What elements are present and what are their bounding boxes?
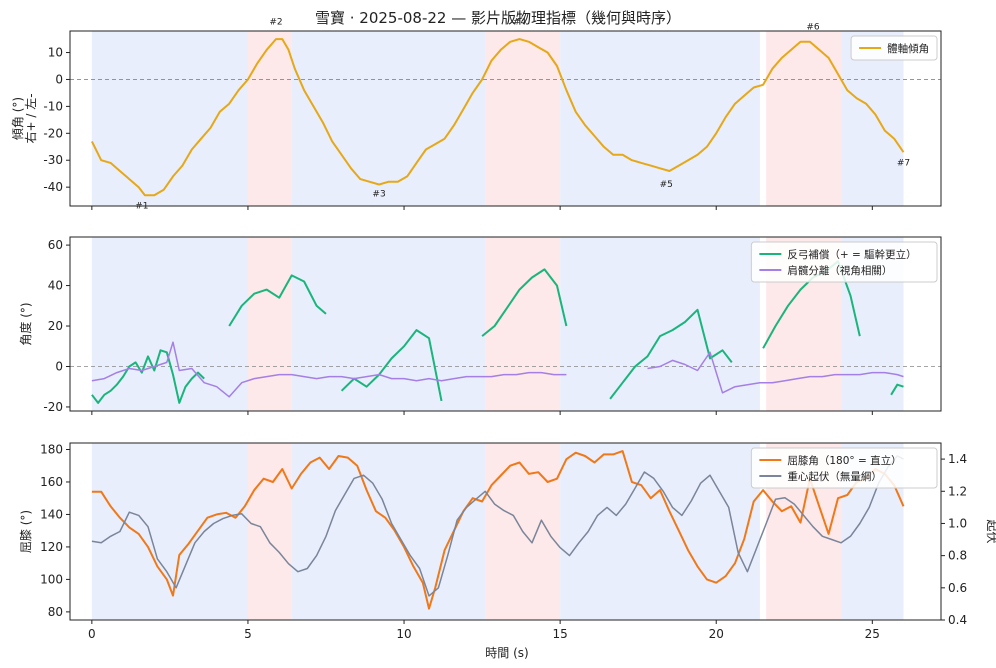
peak-annotation: #7 (897, 159, 910, 169)
y-tick-label: 80 (48, 605, 63, 619)
y-tick-label: 20 (48, 319, 63, 333)
series-line (91, 450, 905, 610)
y-right-tick-label: 0.4 (948, 613, 967, 627)
peak-annotation: #3 (372, 190, 385, 200)
panel-tilt: 10 0 -10 -20 -30 -40 傾角 (°) 右+ / 左- #1 #2 #3 #4 #5 #6… (11, 17, 942, 212)
phase-span-blue (291, 443, 486, 620)
peak-annotation: #2 (269, 17, 282, 27)
y-axis-label: 右+ / 左- (23, 93, 38, 143)
phase-span-red (485, 237, 561, 411)
y-tick-label: 0 (55, 359, 63, 373)
chart-title: 雪寶 · 2025-08-22 — 影片版物理指標（幾何與時序） (315, 9, 681, 27)
phase-span-red (766, 31, 842, 206)
legend-entry: 反弓補償（+ = 驅幹更立） (787, 248, 916, 261)
panel-angles: 60 40 20 0 -20 角度 (°) 反弓補償（+ = 驅幹更立） 肩髖分離（視角相關） (18, 236, 942, 415)
axes-frame (69, 30, 942, 207)
y-right-tick-label: 1.0 (948, 516, 967, 530)
y-tick-label: 120 (40, 540, 63, 554)
phase-span-red (247, 443, 292, 620)
y-tick-label: 10 (48, 46, 63, 60)
legend-box (750, 241, 938, 283)
axes-frame (69, 442, 942, 621)
y-axis-label: 屈膝 (°) (19, 510, 33, 553)
legend-entry: 體軸傾角 (887, 42, 929, 55)
phase-span-blue (560, 443, 760, 620)
y-tick-label: -30 (43, 153, 63, 167)
legend-entry: 屈膝角（180° = 直立） (787, 454, 901, 467)
phase-span-red (247, 237, 292, 411)
x-axis-label: 時間 (s) (485, 646, 528, 660)
y-tick-label: 0 (55, 72, 63, 86)
x-tick-label: 0 (88, 627, 96, 641)
peak-annotation: #5 (660, 180, 673, 190)
y-right-tick-label: 0.8 (948, 549, 967, 563)
series-line (609, 308, 733, 400)
series-line (647, 351, 904, 394)
legend: 體軸傾角 (850, 35, 938, 61)
legend: 屈膝角（180° = 直立） 重心起伏（無量綱） (750, 447, 938, 489)
y-tick-label: -10 (43, 99, 63, 113)
y-axis-label: 傾角 (°) (11, 97, 25, 140)
x-tick-label: 25 (865, 627, 880, 641)
series-line (890, 383, 904, 396)
y-right-axis-label: 起伏 (985, 519, 996, 543)
phase-span-blue (291, 31, 486, 206)
axes-frame (69, 236, 942, 412)
phase-span-red (247, 31, 292, 206)
x-tick-label: 15 (552, 627, 567, 641)
panel-knee: 180 160 140 120 100 80 1.4 1.2 1.0 0.8 0.6 0.4 起伏 0 5 1… (19, 442, 996, 641)
phase-span-blue (91, 31, 248, 206)
y-tick-label: -40 (43, 180, 63, 194)
series-line (91, 341, 567, 398)
y-tick-label: -20 (43, 126, 63, 140)
series-line (91, 455, 904, 597)
y-tick-label: 60 (48, 238, 63, 252)
x-tick-label: 20 (709, 627, 724, 641)
y-right-tick-label: 0.6 (948, 581, 967, 595)
legend-entry: 肩髖分離（視角相關） (787, 264, 892, 277)
peak-annotation: #4 (513, 17, 527, 27)
series-line (91, 349, 205, 404)
y-right-tick-label: 1.2 (948, 484, 967, 498)
y-tick-label: 180 (40, 442, 63, 456)
legend: 反弓補償（+ = 驅幹更立） 肩髖分離（視角相關） (750, 241, 938, 283)
phase-span-blue (291, 237, 486, 411)
peak-annotation: #1 (135, 202, 148, 212)
series-line (91, 38, 905, 197)
series-line (228, 274, 327, 327)
y-tick-label: -20 (43, 400, 63, 414)
y-axis-label: 角度 (°) (18, 302, 33, 345)
phase-span-red (485, 31, 561, 206)
phase-span-blue (560, 31, 760, 206)
series-line (481, 268, 568, 337)
phase-span-blue (91, 443, 248, 620)
x-tick-label: 10 (396, 627, 411, 641)
series-line (340, 329, 443, 402)
legend-entry: 重心起伏（無量綱） (787, 470, 882, 483)
y-tick-label: 160 (40, 475, 63, 489)
y-tick-label: 100 (40, 572, 63, 586)
y-tick-label: 40 (48, 279, 63, 293)
legend-box (850, 35, 938, 61)
phase-span-blue (560, 237, 760, 411)
peak-annotation: #6 (806, 23, 820, 33)
y-tick-label: 140 (40, 507, 63, 521)
y-right-tick-label: 1.4 (948, 452, 967, 466)
x-tick-label: 5 (244, 627, 252, 641)
legend-box (750, 447, 938, 489)
